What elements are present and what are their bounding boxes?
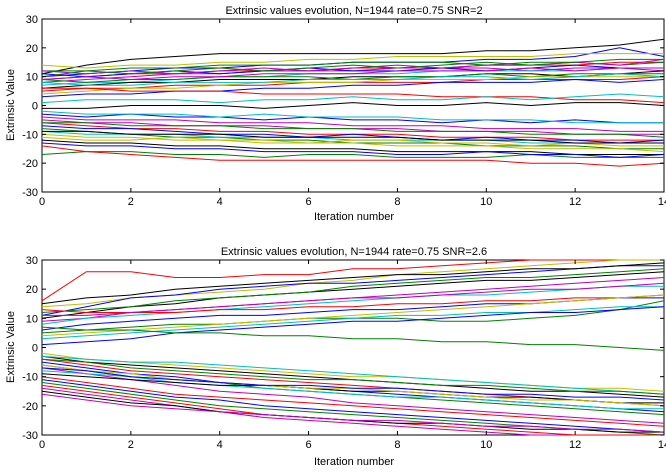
x-tick-label: 6 — [306, 196, 312, 208]
series-line-4 — [41, 271, 665, 319]
x-axis-label: Iteration number — [314, 456, 394, 468]
series-line-32 — [41, 116, 664, 132]
y-tick-label: 20 — [26, 43, 38, 55]
series-line-11 — [41, 262, 665, 305]
series-line-24 — [41, 376, 665, 427]
series-line-3 — [41, 265, 664, 316]
y-axis-label: Extrinsic Value — [5, 69, 17, 141]
x-tick-label: 12 — [569, 196, 581, 208]
series-line-36 — [42, 122, 665, 138]
x-tick-label: 12 — [569, 439, 581, 451]
y-axis-ticks: 30 20 10 0 -10 -20 -30 — [22, 14, 664, 199]
series-line-30 — [41, 355, 665, 395]
series-lines — [41, 259, 665, 436]
series-lines — [41, 38, 665, 167]
series-line-26 — [41, 379, 665, 433]
x-axis-label: Iteration number — [314, 211, 394, 223]
y-axis-ticks: 30 20 10 0 -10 -20 -30 — [22, 255, 664, 442]
series-line-25 — [41, 373, 664, 404]
x-tick-label: 0 — [39, 196, 45, 208]
series-line-33 — [41, 367, 665, 401]
series-line-1 — [41, 38, 665, 75]
series-line-13 — [42, 282, 665, 316]
series-line-23 — [41, 370, 664, 410]
chart-title: Extrinsic values evolution, N=1944 rate=… — [225, 5, 482, 17]
series-line-18 — [41, 67, 664, 81]
series-line-35 — [41, 142, 665, 158]
y-tick-label: -20 — [22, 158, 38, 170]
series-line-21 — [41, 113, 664, 124]
x-tick-label: 10 — [480, 439, 492, 451]
series-line-29 — [41, 145, 665, 167]
x-tick-label: 6 — [306, 439, 312, 451]
series-line-28 — [41, 387, 664, 436]
series-line-14 — [41, 73, 665, 86]
x-tick-label: 10 — [480, 196, 492, 208]
x-axis-ticks: 0 2 4 6 8 10 12 14 — [39, 260, 666, 451]
x-tick-label: 2 — [128, 196, 134, 208]
series-line-27 — [41, 139, 664, 155]
y-tick-label: -10 — [22, 372, 38, 384]
series-line-15 — [41, 78, 665, 98]
y-tick-label: 30 — [26, 14, 38, 26]
y-tick-label: 30 — [26, 255, 38, 267]
series-line-5 — [41, 53, 664, 69]
x-tick-label: 8 — [394, 439, 400, 451]
series-line-34 — [41, 358, 665, 395]
subplot-snr-2-6: Extrinsic values evolution, N=1944 rate=… — [5, 246, 666, 468]
y-tick-label: 10 — [26, 72, 38, 84]
series-line-8 — [41, 294, 665, 313]
series-line-31 — [41, 136, 664, 147]
series-line-4 — [42, 61, 665, 72]
series-line-7 — [41, 285, 664, 325]
series-line-15 — [41, 306, 665, 346]
series-line-12 — [41, 294, 665, 337]
series-line-30 — [41, 151, 664, 158]
series-line-24 — [41, 133, 665, 153]
series-line-12 — [41, 76, 664, 95]
y-tick-label: 10 — [26, 313, 38, 325]
series-line-28 — [41, 125, 665, 144]
y-tick-label: -30 — [22, 430, 38, 442]
series-line-34 — [42, 130, 664, 144]
x-axis-ticks: 0 2 4 6 8 10 12 14 — [39, 19, 666, 208]
series-line-8 — [41, 70, 665, 89]
x-tick-label: 0 — [39, 439, 45, 451]
x-tick-label: 4 — [217, 439, 223, 451]
series-line-21 — [41, 367, 665, 424]
chart-title: Extrinsic values evolution, N=1944 rate=… — [221, 246, 487, 258]
y-tick-label: -10 — [22, 129, 38, 141]
x-tick-label: 8 — [394, 196, 400, 208]
series-line-17 — [42, 87, 665, 104]
series-line-16 — [41, 58, 664, 78]
y-axis-label: Extrinsic Value — [5, 311, 17, 383]
series-line-16 — [41, 326, 665, 351]
x-tick-label: 14 — [658, 439, 666, 451]
y-tick-label: 0 — [32, 101, 38, 113]
subplot-snr-2: Extrinsic values evolution, N=1944 rate=… — [5, 5, 666, 223]
series-line-5 — [41, 268, 665, 313]
y-tick-label: 20 — [26, 284, 38, 296]
series-line-35 — [41, 393, 665, 433]
x-tick-label: 14 — [658, 196, 666, 208]
series-line-20 — [42, 102, 665, 109]
y-tick-label: -20 — [22, 401, 38, 413]
x-tick-label: 4 — [217, 196, 223, 208]
series-line-19 — [41, 93, 665, 104]
series-line-14 — [41, 306, 664, 340]
series-line-1 — [41, 259, 664, 302]
y-tick-label: 0 — [32, 343, 38, 355]
x-tick-label: 2 — [128, 439, 134, 451]
series-line-33 — [41, 110, 664, 124]
y-tick-label: -30 — [22, 187, 38, 199]
